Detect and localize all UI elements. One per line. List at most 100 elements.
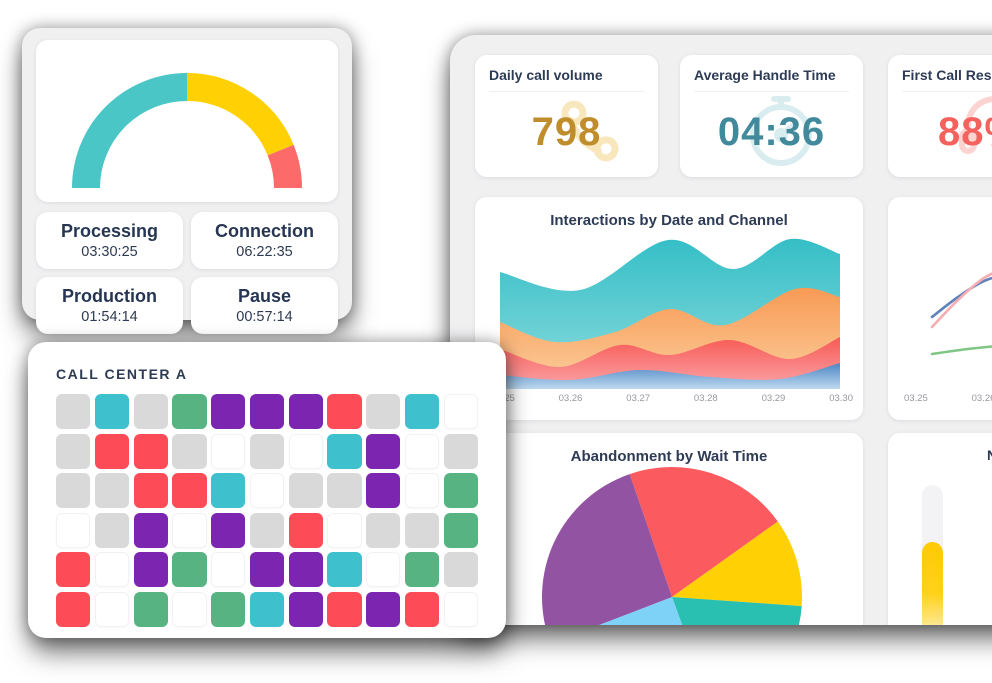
waffle-cell [172,512,207,548]
waffle-cell [211,394,246,429]
pie-slice-0 [629,467,778,597]
kpi-card-daily-call-volume: Daily call volume 798 [475,55,658,177]
waffle-cell [443,394,478,429]
waffle-cell [211,433,246,469]
gauge-panel [36,40,338,202]
waffle-cell [133,394,168,429]
waffle-cell [211,473,246,508]
gauge-fill [922,542,943,625]
waffle-cell [288,591,323,627]
waffle-cell [94,552,130,587]
x-tick-label: 03.27 [626,393,651,404]
pie-slice-4 [542,474,672,625]
waffle-cell [404,433,440,469]
card-title: CALL CENTER A [56,366,188,382]
waffle-cell [211,591,246,627]
stat-tile-connection: Connection 06:22:35 [191,212,338,269]
waffle-cell [56,591,91,627]
waffle-cell [366,591,401,627]
waffle-cell [172,591,207,627]
stat-value: 01:54:14 [81,309,138,325]
waffle-cell [56,512,91,548]
chart-title: Interactions by Date and Channel [550,212,788,229]
waffle-cell [327,512,362,548]
waffle-cell [249,591,285,627]
waffle-cell [366,512,401,548]
waffle-cell [94,433,130,469]
waffle-cell [404,512,440,548]
waffle-cell [94,512,130,548]
stat-label: Processing [60,221,159,241]
stat-tile-processing: Processing 03:30:25 [36,212,183,269]
gauge-segment-red [267,144,302,189]
waffle-cell [288,512,323,548]
waffle-cell [133,552,168,587]
waffle-cell [366,394,401,429]
waffle-cell [133,512,168,548]
waffle-cell [443,591,478,627]
stat-value: 03:30:25 [81,244,138,260]
waffle-cell [404,552,440,587]
waffle-cell [366,552,401,587]
stat-value: 00:57:14 [236,309,293,325]
stat-tile-pause: Pause 00:57:14 [191,277,338,334]
waffle-cell [56,394,91,429]
waffle-cell [94,394,130,429]
area-chart-card: Interactions by Date and Channel 03.2503… [475,197,863,420]
line-series-2 [930,272,992,329]
waffle-cell [94,591,130,627]
waffle-cell [366,473,401,508]
kpi-card-average-handle-time: Average Handle Time 04:36 [680,55,863,177]
chart-title: Abandonment by Wait Time [570,448,768,465]
waffle-cell [133,591,168,627]
waffle-cell [249,552,285,587]
pie-slice-1 [672,521,802,607]
kpi-value: 04:36 [717,110,826,154]
x-tick-label: 03.29 [761,393,786,404]
waffle-cell [288,552,323,587]
kpi-value: 88% [937,110,992,154]
waffle-cell [249,473,285,508]
gauge-segment-teal [72,73,188,189]
waffle-cell [327,591,362,627]
status-timers-grid: Processing 03:30:25 Connection 06:22:35 … [36,212,338,334]
stopwatch-icon [750,96,812,166]
waffle-cell [211,512,246,548]
waffle-cell [56,552,91,587]
waffle-cell [211,552,246,587]
x-tick-label: 03.26 [558,393,583,404]
pie-slice-3 [599,597,683,625]
x-tick-label: 03.30 [829,393,853,404]
kpi-card-first-call-resolution: First Call Resolution 88% [888,55,992,177]
kpi-title: First Call Resolution [902,67,992,92]
line-chart [930,272,992,356]
line-series-0 [930,345,992,356]
semicircle-gauge-chart [72,73,302,189]
waffle-cell [288,394,323,429]
stat-label: Pause [237,286,292,306]
headset-icon [959,96,992,154]
pie-slice-2 [672,597,802,625]
agent-status-card: Processing 03:30:25 Connection 06:22:35 … [22,28,352,334]
gauge-track [922,485,943,625]
waffle-cell [56,473,91,508]
waffle-cell [327,433,362,469]
stat-value: 06:22:35 [236,244,293,260]
waffle-cell [172,433,207,469]
stacked-area-chart [500,238,840,389]
waffle-cell [172,473,207,508]
line-series-1 [930,276,992,319]
waffle-cell [327,552,362,587]
x-tick-label: 03.28 [693,393,718,404]
call-center-a-card: CALL CENTER A [28,342,506,638]
waffle-cell [327,394,362,429]
waffle-cell [366,433,401,469]
kpi-value: 798 [531,110,602,154]
waffle-cell [172,394,207,429]
waffle-cell [288,433,323,469]
waffle-grid [44,394,490,627]
area-layer-2 [500,337,840,389]
waffle-cell [249,433,285,469]
pie-chart-card: Abandonment by Wait Time [475,433,863,625]
